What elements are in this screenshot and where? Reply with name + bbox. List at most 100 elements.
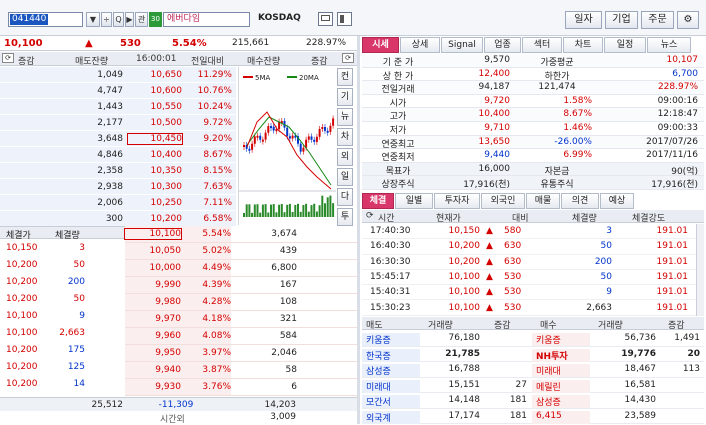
trade-tab-5[interactable]: 의견 — [561, 193, 599, 209]
stock-name-field[interactable]: 에버다임 — [163, 12, 250, 27]
search-icon[interactable]: Q — [113, 12, 124, 27]
ma20-line — [246, 116, 332, 186]
col-tick-qty: 체결량 — [55, 231, 80, 241]
trade-tab-1[interactable]: 일별 — [395, 193, 433, 209]
settings-refresh-icon[interactable]: ⟳ — [342, 53, 354, 63]
info-label-2: 121,474 — [538, 82, 576, 93]
broker-row[interactable]: 한국증 21,785 NH투자 19,776 20 — [362, 347, 704, 362]
ask-row[interactable]: 300 10,200 6.58% — [0, 211, 236, 227]
sell-volume: 76,180 — [448, 333, 481, 343]
total-bid-qty: 14,203 — [264, 400, 297, 410]
side-button-7[interactable]: 투 — [337, 208, 353, 226]
volume-bar — [310, 205, 313, 217]
ask-price: 10,200 — [150, 214, 183, 224]
refresh-icon[interactable]: ⟳ — [2, 53, 14, 63]
tab-0[interactable]: 시세 — [362, 37, 399, 53]
ask-row[interactable]: 4,747 10,600 10.76% — [0, 83, 236, 99]
side-button-0[interactable]: 컨 — [337, 68, 353, 86]
daily-button[interactable]: 일자 — [565, 11, 602, 29]
ask-rate: 7.11% — [203, 198, 232, 208]
wrench-icon[interactable]: ⚙ — [677, 11, 699, 29]
trade-row[interactable]: 15:40:31 10,100 ▲ 530 9 191.01 — [362, 285, 696, 301]
broker-row[interactable]: 키움증 76,180 키움증 56,736 1,491 — [362, 331, 704, 347]
info-label-1: 시가 — [389, 98, 407, 109]
panel-divider[interactable] — [357, 36, 360, 424]
ask-rate: 10.24% — [197, 102, 232, 112]
split-window-icon[interactable] — [337, 12, 352, 26]
trade-row[interactable]: 16:40:30 10,200 ▲ 630 50 191.01 — [362, 239, 696, 255]
play-icon[interactable]: ▶ — [125, 12, 134, 27]
tab-5[interactable]: 차트 — [563, 37, 603, 53]
trade-row[interactable]: 15:45:17 10,100 ▲ 530 50 191.01 — [362, 270, 696, 286]
bid-price: 9,950 — [155, 348, 181, 358]
side-button-4[interactable]: 외 — [337, 148, 353, 166]
col-price: 현재가 — [436, 214, 461, 224]
up-arrow-icon: ▲ — [85, 38, 93, 49]
col-buy-broker: 매수 — [540, 321, 557, 331]
trade-qty: 50 — [600, 271, 612, 282]
trade-tab-6[interactable]: 예상 — [600, 193, 634, 209]
ask-row[interactable]: 2,938 10,300 7.63% — [0, 179, 236, 195]
side-button-3[interactable]: 차 — [337, 128, 353, 146]
order-button[interactable]: 주문 — [641, 11, 674, 29]
broker-row[interactable]: 모간서 14,148 181 삼성증 14,430 — [362, 393, 704, 409]
ask-row[interactable]: 2,358 10,350 8.15% — [0, 163, 236, 179]
info-label-2: -26.00% — [554, 136, 592, 147]
volume-bar — [264, 204, 267, 217]
ask-row[interactable]: 1,049 10,650 11.29% — [0, 67, 236, 83]
code-dropdown-button[interactable]: ▼ — [86, 12, 100, 27]
refresh-small-icon[interactable]: ⟳ — [366, 211, 374, 221]
tab-2[interactable]: Signal — [441, 37, 483, 53]
bid-row[interactable]: 9,940 3.87% 58 — [125, 362, 357, 379]
side-button-6[interactable]: 다 — [337, 188, 353, 206]
trade-scrollbar[interactable] — [696, 224, 704, 316]
trade-row[interactable]: 17:40:30 10,150 ▲ 580 3 191.01 — [362, 224, 696, 240]
bid-row[interactable]: 9,990 4.39% 167 — [125, 277, 357, 294]
bid-row[interactable]: 9,970 4.18% 321 — [125, 311, 357, 328]
interest-button[interactable]: 관 — [135, 12, 148, 27]
volume-bar — [253, 204, 256, 217]
trade-tab-0[interactable]: 체결 — [362, 193, 394, 209]
ask-qty: 1,443 — [97, 102, 123, 112]
bid-row[interactable]: 9,950 3.97% 2,046 — [125, 345, 357, 362]
trade-tab-3[interactable]: 외국인 — [481, 193, 525, 209]
volume-bar — [324, 203, 326, 217]
bid-row[interactable]: 10,050 5.02% 439 — [125, 243, 357, 260]
bid-price: 9,970 — [155, 314, 181, 324]
bid-row[interactable]: 10,100 5.54% 3,674 — [124, 226, 357, 243]
bid-row[interactable]: 10,000 4.49% 6,800 — [125, 260, 357, 277]
side-button-2[interactable]: 뉴 — [337, 108, 353, 126]
mini-chart[interactable]: 5MA 20MA — [238, 67, 336, 225]
company-button[interactable]: 기업 — [605, 11, 638, 29]
info-value-2: 2017/07/26 — [646, 136, 698, 147]
trade-tab-2[interactable]: 투자자 — [434, 193, 480, 209]
stock-code-input[interactable]: 041440 — [8, 12, 83, 27]
monitor-icon[interactable] — [318, 12, 333, 26]
broker-row[interactable]: 미래대 15,151 27 메릴린 16,581 — [362, 378, 704, 393]
ask-row[interactable]: 1,443 10,550 10.24% — [0, 99, 236, 115]
trade-row[interactable]: 15:30:23 10,100 ▲ 530 2,663 191.01 — [362, 301, 696, 316]
tab-3[interactable]: 업종 — [484, 37, 521, 53]
side-button-1[interactable]: 기 — [337, 88, 353, 106]
trade-price: 10,100 — [448, 302, 481, 313]
ask-row[interactable]: 4,846 10,400 8.67% — [0, 147, 236, 163]
bid-row[interactable]: 9,930 3.76% 6 — [125, 379, 357, 396]
candle — [253, 136, 256, 144]
tab-6[interactable]: 일정 — [604, 37, 646, 53]
tab-7[interactable]: 뉴스 — [647, 37, 691, 53]
candle — [264, 132, 267, 140]
bid-row[interactable]: 9,980 4.28% 108 — [125, 294, 357, 311]
broker-row[interactable]: 삼성증 16,788 미래대 18,467 113 — [362, 362, 704, 378]
ask-row[interactable]: 2,177 10,500 9.72% — [0, 115, 236, 131]
bid-row[interactable]: 9,960 4.08% 584 — [125, 328, 357, 345]
trade-tab-4[interactable]: 매물 — [526, 193, 560, 209]
stepper-icon[interactable]: ÷ — [101, 12, 112, 27]
broker-row[interactable]: 외국계 17,174 181 6,415 23,589 — [362, 409, 704, 424]
ask-row[interactable]: 3,648 10,450 9.20% — [0, 131, 236, 147]
tab-1[interactable]: 상세 — [400, 37, 440, 53]
trade-strength: 191.01 — [656, 302, 689, 313]
ask-row[interactable]: 2,006 10,250 7.11% — [0, 195, 236, 211]
tab-4[interactable]: 섹터 — [522, 37, 562, 53]
trade-row[interactable]: 16:30:30 10,200 ▲ 630 200 191.01 — [362, 255, 696, 270]
side-button-5[interactable]: 일 — [337, 168, 353, 186]
